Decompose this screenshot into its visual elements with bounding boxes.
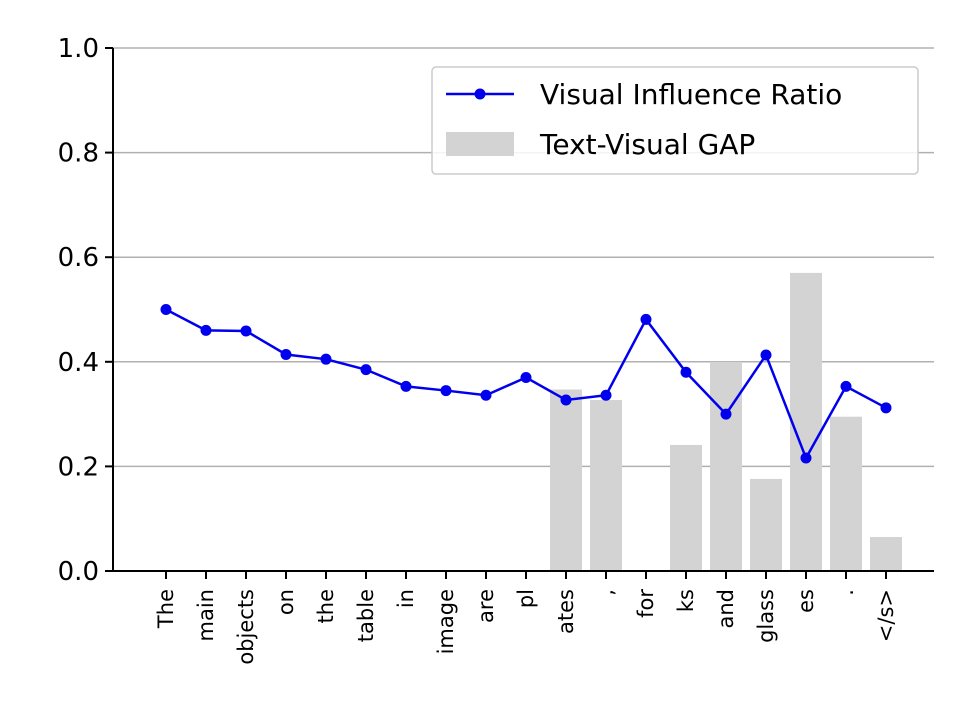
gap-bar (710, 361, 742, 571)
influence-point (320, 353, 332, 365)
influence-point (520, 371, 532, 383)
influence-point (240, 325, 252, 337)
influence-point (160, 304, 172, 315)
x-tick-label: are (474, 589, 498, 623)
influence-point (400, 380, 412, 392)
influence-polyline (165, 308, 887, 461)
y-tick-label: 0.0 (58, 557, 99, 587)
gap-bar (790, 272, 822, 571)
legend-frame (431, 66, 919, 175)
x-tick-label: ates (554, 589, 578, 634)
y-tick-label: 1.0 (58, 34, 99, 64)
x-tick-label: and (714, 589, 738, 629)
x-tick-label: image (434, 589, 458, 654)
x-tick-label: pl (514, 589, 538, 608)
influence-point (720, 408, 732, 420)
legend-marker-swatch (474, 88, 486, 100)
gap-bar (750, 478, 782, 571)
influence-point (880, 402, 892, 414)
gap-bar (830, 416, 862, 571)
legend-label-gap: Text-Visual GAP (539, 128, 755, 161)
x-tick-label: . (834, 589, 858, 596)
x-tick-label: main (194, 589, 218, 641)
x-tick-label: </s> (874, 589, 898, 642)
x-tick-label: objects (234, 589, 258, 665)
y-tick-label: 0.8 (58, 139, 99, 169)
legend: Visual Influence Ratio Text-Visual GAP (431, 66, 919, 175)
gap-bars (550, 272, 902, 571)
x-tick-label: , (594, 589, 618, 596)
x-tick-label: es (794, 589, 818, 613)
y-tick-label: 0.2 (58, 452, 99, 482)
x-ticks: The main objects on the table in image are pl ates… (154, 571, 898, 665)
x-tick-label: the (314, 589, 338, 623)
influence-point (640, 313, 652, 325)
x-tick-label: table (354, 589, 378, 642)
y-tick-label: 0.4 (58, 348, 99, 378)
influence-point (840, 380, 852, 392)
y-tick-label: 0.6 (58, 243, 99, 273)
influence-point (760, 349, 772, 361)
influence-point (800, 452, 812, 464)
x-tick-label: glass (754, 589, 778, 643)
x-tick-label: on (274, 589, 298, 615)
gap-bar (870, 537, 902, 571)
y-ticks: 0.0 0.2 0.4 0.6 0.8 1.0 (58, 34, 113, 587)
legend-label-influence: Visual Influence Ratio (540, 78, 842, 111)
gap-bar (550, 389, 582, 571)
influence-point (680, 366, 692, 378)
x-tick-label: ks (674, 589, 698, 612)
influence-point (280, 348, 292, 360)
legend-bar-swatch (446, 132, 514, 156)
influence-point (560, 394, 572, 406)
influence-point (200, 324, 212, 336)
influence-point (360, 364, 372, 376)
influence-point (440, 385, 452, 397)
x-tick-label: for (634, 589, 658, 618)
x-tick-label: in (394, 589, 418, 608)
axes (112, 48, 934, 572)
influence-point (480, 389, 492, 401)
gap-bar (590, 399, 622, 571)
gap-bar (670, 444, 702, 571)
x-tick-label: The (154, 589, 178, 629)
influence-point (600, 389, 612, 401)
influence-line (160, 304, 892, 464)
